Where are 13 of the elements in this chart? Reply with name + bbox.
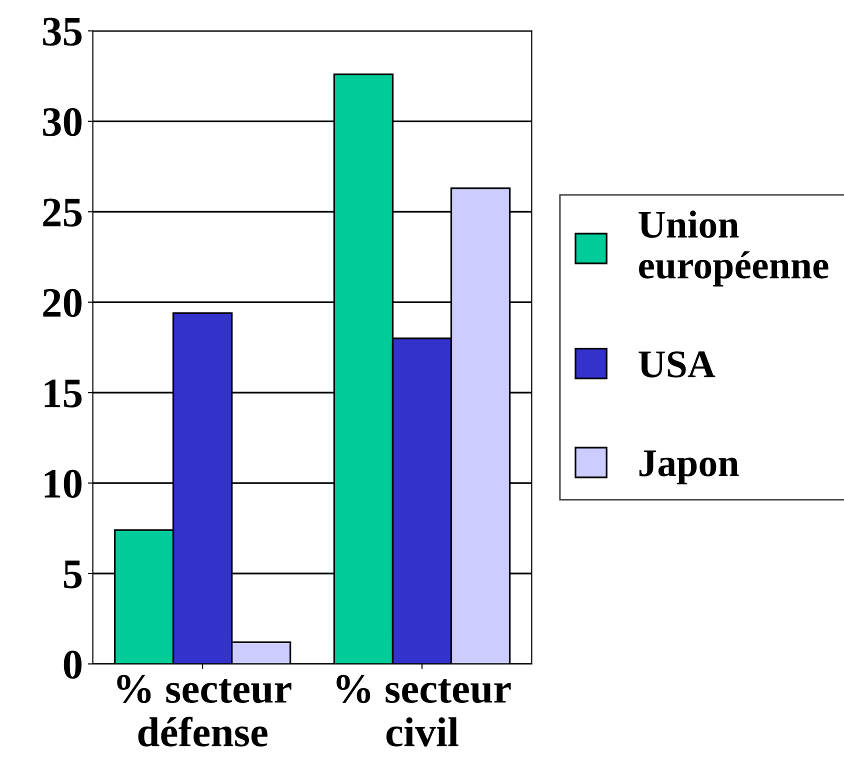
legend-label: Union européenne: [638, 210, 828, 286]
legend-label: Japon: [639, 450, 739, 484]
y-tick-label: 25: [43, 198, 82, 227]
y-tick-label: 15: [44, 380, 82, 408]
y-tick-label: 20: [43, 288, 82, 318]
y-tick-label: 35: [43, 18, 82, 46]
y-tick-label: 0: [64, 650, 82, 679]
y-tick-label: 30: [43, 108, 82, 136]
x-tick-label: % secteur civil: [336, 674, 511, 747]
legend-label: USA: [638, 351, 716, 378]
x-tick-label: % secteur défense: [117, 674, 292, 747]
y-tick-label: 5: [64, 560, 82, 588]
y-tick-label: 10: [44, 470, 82, 498]
